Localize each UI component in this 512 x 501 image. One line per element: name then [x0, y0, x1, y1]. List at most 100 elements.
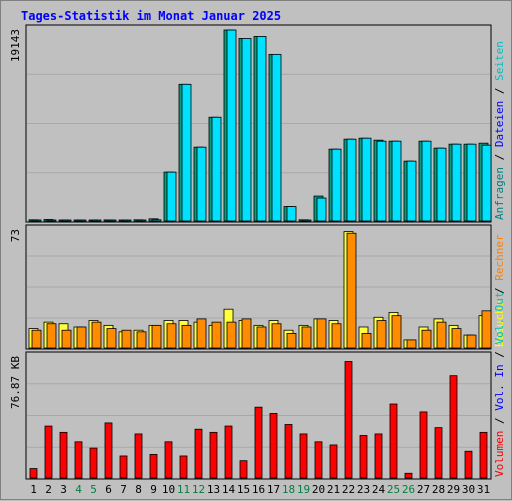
day-label-6: 6 — [105, 483, 112, 496]
bar-seiten-day-29 — [451, 143, 462, 222]
bar-seiten-day-9 — [151, 219, 162, 222]
bar-volumen-day-24 — [374, 433, 383, 479]
bar-volumen-day-21 — [329, 444, 338, 479]
bar-seiten-day-12 — [196, 146, 207, 222]
bar-seiten-day-23 — [361, 137, 372, 222]
bar-volumen-day-9 — [149, 453, 158, 479]
bar-seiten-day-3 — [61, 219, 72, 222]
bar-volumen-day-28 — [434, 427, 443, 479]
bar-rechner-day-8 — [136, 331, 147, 349]
chart-title: Tages-Statistik im Monat Januar 2025 — [21, 9, 281, 23]
day-label-2: 2 — [45, 483, 52, 496]
bar-rechner-day-29 — [451, 328, 462, 349]
bar-rechner-day-26 — [406, 339, 417, 349]
day-label-18: 18 — [282, 483, 295, 496]
bar-rechner-day-30 — [466, 334, 477, 349]
day-label-26: 26 — [402, 483, 415, 496]
bar-seiten-day-21 — [331, 148, 342, 222]
day-label-24: 24 — [372, 483, 386, 496]
day-label-1: 1 — [30, 483, 37, 496]
legend-entry: / — [493, 281, 506, 301]
bar-volumen-day-15 — [239, 460, 248, 479]
bar-volumen-day-10 — [164, 441, 173, 479]
bar-volumen-day-12 — [194, 428, 203, 479]
bar-volumen-day-19 — [299, 433, 308, 479]
bar-volumen-day-2 — [44, 425, 53, 479]
legend-entry: Besuche — [493, 301, 506, 347]
bar-volumen-day-30 — [464, 450, 473, 479]
bar-volumen-day-11 — [179, 455, 188, 479]
bar-volumen-day-27 — [419, 411, 428, 479]
day-label-8: 8 — [135, 483, 142, 496]
day-label-15: 15 — [237, 483, 250, 496]
legend-entry: Vol. In — [493, 364, 506, 410]
day-label-21: 21 — [327, 483, 340, 496]
bar-volumen-day-16 — [254, 406, 263, 479]
bar-seiten-day-1 — [31, 219, 42, 222]
bar-seiten-day-7 — [121, 219, 132, 222]
bar-rechner-day-15 — [241, 318, 252, 349]
series-seiten — [31, 29, 492, 222]
bar-rechner-day-7 — [121, 329, 132, 349]
bar-rechner-day-25 — [391, 315, 402, 349]
bar-volumen-day-4 — [74, 441, 83, 479]
bar-rechner-day-21 — [331, 323, 342, 349]
bar-rechner-day-10 — [166, 323, 177, 349]
day-label-4: 4 — [75, 483, 82, 496]
day-label-11: 11 — [177, 483, 190, 496]
bar-rechner-day-23 — [361, 333, 372, 349]
legend-entry: / — [493, 147, 506, 167]
day-label-23: 23 — [357, 483, 370, 496]
bar-rechner-day-11 — [181, 324, 192, 349]
bar-seiten-day-27 — [421, 140, 432, 222]
legend-entry: / — [493, 81, 506, 101]
legend-entry: / — [493, 345, 506, 365]
bar-rechner-day-1 — [31, 329, 42, 349]
day-label-10: 10 — [162, 483, 175, 496]
bar-rechner-day-13 — [211, 321, 222, 349]
day-label-9: 9 — [150, 483, 157, 496]
bar-volumen-day-25 — [389, 403, 398, 479]
legend-entry: Anfragen — [493, 167, 506, 220]
bar-seiten-day-30 — [466, 143, 477, 222]
bar-seiten-day-31 — [481, 144, 492, 222]
day-label-13: 13 — [207, 483, 220, 496]
bar-volumen-day-18 — [284, 424, 293, 479]
bar-rechner-day-31 — [481, 310, 492, 349]
day-label-31: 31 — [477, 483, 490, 496]
bar-seiten-day-17 — [271, 53, 282, 222]
panel-legend: Besuche / Rechner — [493, 234, 506, 347]
panel-max-label: 19143 — [9, 29, 22, 62]
panel-max-label: 76.87 KB — [9, 356, 22, 409]
legend-entry: Volumen — [493, 431, 506, 477]
bar-rechner-day-22 — [346, 232, 357, 349]
bar-volumen-day-7 — [119, 455, 128, 479]
bar-rechner-day-6 — [106, 328, 117, 349]
series-volumen — [29, 361, 488, 479]
bar-volumen-day-13 — [209, 431, 218, 479]
bar-rechner-day-27 — [421, 329, 432, 349]
legend-entry: Seiten — [493, 41, 506, 81]
bar-seiten-day-16 — [256, 36, 267, 222]
bar-rechner-day-20 — [316, 318, 327, 349]
bar-volumen-day-23 — [359, 435, 368, 479]
day-label-28: 28 — [432, 483, 445, 496]
bar-rechner-day-12 — [196, 318, 207, 349]
panel-legend: Anfragen / Dateien / Seiten — [493, 41, 506, 220]
bar-rechner-day-2 — [46, 323, 57, 349]
day-label-25: 25 — [387, 483, 400, 496]
bar-volumen-day-1 — [29, 468, 38, 479]
bar-volumen-day-26 — [404, 472, 413, 479]
bar-rechner-day-16 — [256, 326, 267, 349]
bar-seiten-day-11 — [181, 83, 192, 222]
bar-rechner-day-24 — [376, 320, 387, 349]
bar-volumen-day-31 — [479, 431, 488, 479]
panel-1: 19143 Anfragen / Dateien / Seiten — [9, 24, 506, 223]
bar-volumen-day-17 — [269, 413, 278, 479]
bar-seiten-day-10 — [166, 171, 177, 222]
bar-seiten-day-24 — [376, 140, 387, 222]
day-label-3: 3 — [60, 483, 67, 496]
panel-max-label: 73 — [9, 229, 22, 242]
